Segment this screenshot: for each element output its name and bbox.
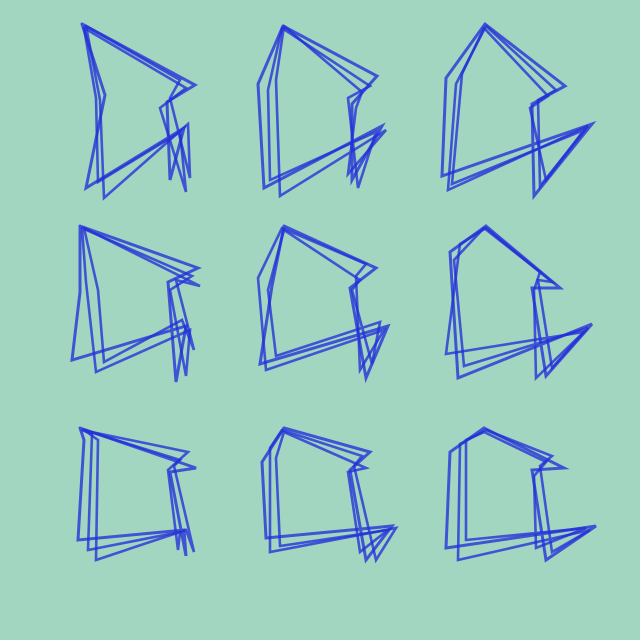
glyph-stroke <box>80 226 195 377</box>
glyph-r3-c3 <box>444 426 597 563</box>
glyph-stroke <box>444 226 588 371</box>
glyph-stroke <box>266 228 382 365</box>
glyph-stroke <box>464 430 587 550</box>
glyph-stroke <box>256 226 387 375</box>
glyph-r1-c3 <box>440 22 597 201</box>
glyph-r2-c1 <box>70 224 202 383</box>
glyph-stroke <box>450 26 588 187</box>
glyph-stroke <box>82 226 201 365</box>
glyph-r3-c2 <box>260 426 399 564</box>
glyph-stroke <box>260 426 396 564</box>
glyph-stroke <box>266 26 379 189</box>
glyph-stroke <box>82 26 189 193</box>
glyph-stroke <box>440 22 597 201</box>
glyph-stroke <box>274 430 393 555</box>
glyph-r1-c2 <box>256 24 387 199</box>
glyph-stroke <box>80 22 199 192</box>
glyph-stroke <box>456 428 591 562</box>
glyph-r2-c2 <box>256 224 391 384</box>
glyph-stroke <box>82 428 196 562</box>
glyph-stroke <box>268 428 399 564</box>
glyph-r1-c1 <box>80 22 199 201</box>
glyph-stroke <box>76 426 197 557</box>
glyph-r3-c1 <box>76 426 197 562</box>
glyph-stroke <box>274 24 387 199</box>
glyph-stroke <box>84 24 192 201</box>
glyph-stroke <box>444 426 597 563</box>
glyph-stroke <box>80 428 191 552</box>
glyph-r2-c3 <box>444 224 594 381</box>
